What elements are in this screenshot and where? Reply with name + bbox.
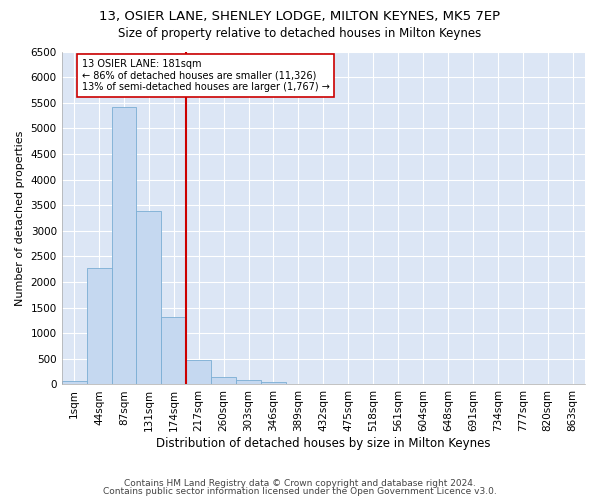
- Bar: [161, 318, 186, 384]
- Bar: [136, 212, 161, 384]
- Bar: [211, 376, 236, 384]
- Text: 13, OSIER LANE, SHENLEY LODGE, MILTON KEYNES, MK5 7EP: 13, OSIER LANE, SHENLEY LODGE, MILTON KE…: [100, 10, 500, 23]
- X-axis label: Distribution of detached houses by size in Milton Keynes: Distribution of detached houses by size …: [156, 437, 491, 450]
- Text: 13 OSIER LANE: 181sqm
← 86% of detached houses are smaller (11,326)
13% of semi-: 13 OSIER LANE: 181sqm ← 86% of detached …: [82, 59, 329, 92]
- Bar: [236, 380, 261, 384]
- Text: Contains public sector information licensed under the Open Government Licence v3: Contains public sector information licen…: [103, 487, 497, 496]
- Bar: [186, 360, 211, 384]
- Bar: [112, 107, 136, 384]
- Y-axis label: Number of detached properties: Number of detached properties: [15, 130, 25, 306]
- Bar: [86, 268, 112, 384]
- Bar: [62, 380, 86, 384]
- Text: Contains HM Land Registry data © Crown copyright and database right 2024.: Contains HM Land Registry data © Crown c…: [124, 478, 476, 488]
- Text: Size of property relative to detached houses in Milton Keynes: Size of property relative to detached ho…: [118, 28, 482, 40]
- Bar: [261, 382, 286, 384]
